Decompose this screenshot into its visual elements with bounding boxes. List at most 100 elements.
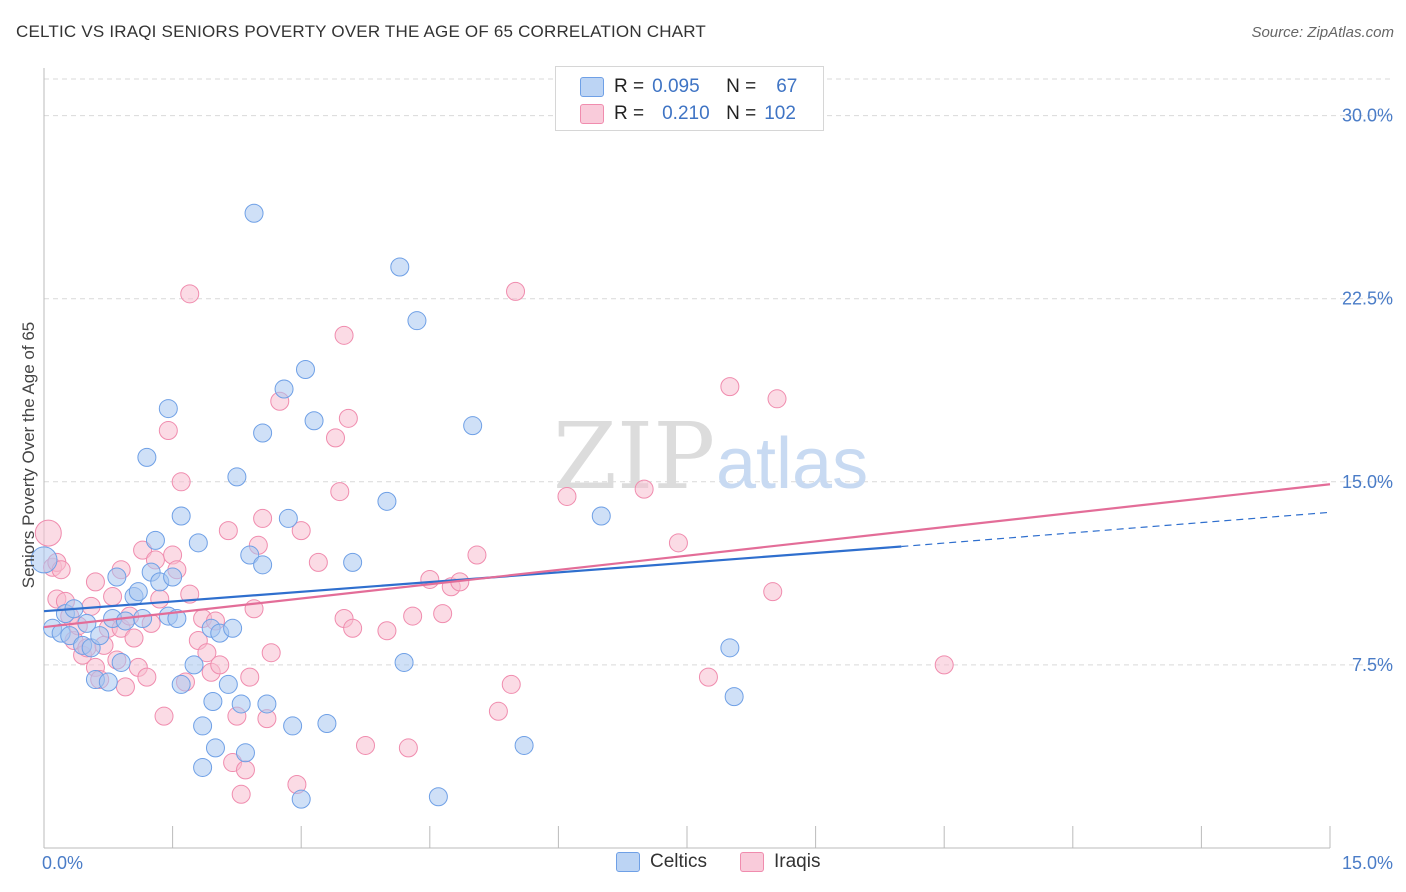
iraqis-point <box>158 421 178 441</box>
legend-n-label: N = <box>726 103 757 124</box>
iraqis-point <box>154 706 174 726</box>
celtics-point <box>317 713 337 733</box>
iraqis-point <box>403 606 423 626</box>
celtics-point <box>428 787 448 807</box>
celtics-point <box>235 743 255 763</box>
legend-r-value: 0.210 <box>662 103 710 124</box>
iraqis-point <box>231 784 251 804</box>
y-tick-label: 15.0% <box>1342 472 1393 492</box>
celtics-point <box>145 530 165 550</box>
celtics-point <box>463 416 483 436</box>
celtics-point <box>163 567 183 587</box>
celtics-point <box>283 716 303 736</box>
celtics-point <box>343 552 363 572</box>
y-tick-label: 22.5% <box>1342 289 1393 309</box>
celtics-point <box>720 638 740 658</box>
bottom-legend-swatch-celtics <box>616 852 640 872</box>
iraqis-point <box>180 284 200 304</box>
legend-r-value: 0.095 <box>652 76 700 97</box>
trend-lines <box>43 483 1331 629</box>
celtics-point <box>205 738 225 758</box>
iraqis-point <box>218 521 238 541</box>
iraqis-point <box>343 618 363 638</box>
iraqis-point <box>235 760 255 780</box>
iraqis-point <box>668 533 688 553</box>
series-iraqis <box>34 281 954 804</box>
iraqis-point <box>137 667 157 687</box>
iraqis-point <box>501 674 521 694</box>
celtics-point <box>188 533 208 553</box>
legend-row-iraqis: R = 0.210 N = 102 <box>580 102 796 126</box>
celtics-point <box>295 360 315 380</box>
celtics-point <box>30 546 58 574</box>
iraqis-point <box>356 735 375 755</box>
iraqis-point <box>433 604 453 624</box>
iraqis-trend-line <box>43 483 1331 629</box>
celtics-point <box>227 467 247 487</box>
legend-n-value: 102 <box>764 103 796 124</box>
bottom-legend-iraqis: Iraqis <box>740 851 820 873</box>
celtics-point <box>171 674 191 694</box>
celtics-point <box>98 672 118 692</box>
celtics-point <box>137 447 157 467</box>
iraqis-point <box>720 377 740 397</box>
celtics-point <box>240 545 260 565</box>
celtics-point <box>218 674 238 694</box>
grid <box>44 78 1392 666</box>
series-celtics <box>30 203 744 809</box>
celtics-point <box>128 582 148 602</box>
iraqis-point <box>398 738 418 758</box>
celtics-point <box>253 555 273 575</box>
iraqis-point <box>261 643 281 663</box>
celtics-point <box>60 626 80 646</box>
celtics-point <box>167 609 187 629</box>
iraqis-point <box>124 628 144 648</box>
iraqis-point <box>325 428 345 448</box>
celtics-point <box>394 652 414 672</box>
iraqis-point <box>763 582 783 602</box>
legend: R = 0.095 N = 67 R = 0.210 N = 102 <box>555 66 824 131</box>
iraqis-point <box>150 589 170 609</box>
celtics-point <box>193 757 213 777</box>
iraqis-point <box>506 281 526 301</box>
iraqis-point <box>334 325 354 345</box>
y-axis-label: Seniors Poverty Over the Age of 65 <box>19 322 38 588</box>
celtics-point <box>203 692 223 712</box>
celtics-point <box>184 655 204 675</box>
iraqis-point <box>308 552 328 572</box>
celtics-point <box>390 257 410 277</box>
iraqis-point <box>338 408 358 428</box>
legend-n-value: 67 <box>776 76 798 97</box>
iraqis-point <box>330 482 350 502</box>
celtics-point <box>591 506 611 526</box>
celtics-point <box>133 609 153 629</box>
watermark-atlas: atlas <box>716 424 868 504</box>
bottom-legend-label-iraqis: Iraqis <box>774 851 821 872</box>
legend-swatch-celtics <box>580 77 604 97</box>
celtics-point <box>514 735 534 755</box>
source-label: Source: ZipAtlas.com <box>1251 24 1394 41</box>
legend-r-label: R = <box>614 103 645 124</box>
tick-labels: 7.5% 15.0% 22.5% 30.0% 0.0% 15.0% <box>42 106 1393 873</box>
celtics-point <box>253 423 273 443</box>
celtics-point <box>407 311 427 331</box>
iraqis-point <box>34 519 62 547</box>
legend-r-label: R = <box>614 76 645 97</box>
iraqis-point <box>253 508 273 528</box>
celtics-point <box>291 789 311 809</box>
celtics-point <box>274 379 294 399</box>
iraqis-point <box>934 655 954 675</box>
iraqis-point <box>488 701 508 721</box>
celtics-trend-extension <box>901 511 1331 548</box>
iraqis-point <box>467 545 487 565</box>
chart-title: CELTIC VS IRAQI SENIORS POVERTY OVER THE… <box>16 22 706 41</box>
y-tick-label: 30.0% <box>1342 106 1393 126</box>
iraqis-point <box>557 486 577 506</box>
iraqis-point <box>210 655 230 675</box>
iraqis-point <box>634 479 654 499</box>
celtics-point <box>257 694 277 714</box>
celtics-point <box>107 567 127 587</box>
bottom-legend-swatch-iraqis <box>740 852 764 872</box>
legend-row-celtics: R = 0.095 N = 67 <box>580 75 797 99</box>
